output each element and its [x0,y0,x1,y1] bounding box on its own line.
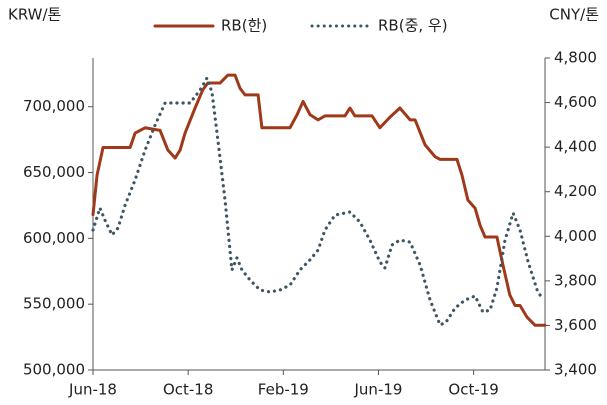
y2-tick-label: 3,800 [554,271,597,289]
y2-tick-label: 3,600 [554,316,597,334]
y-tick-label: 600,000 [23,229,85,247]
series-line [91,73,547,327]
y2-tick-label: 4,200 [554,182,597,200]
x-tick-label: Oct-18 [163,381,213,399]
x-tick-label: Oct-19 [448,381,498,399]
series-line [91,76,545,327]
x-tick-label: Feb-19 [258,381,309,399]
y2-tick-label: 4,800 [554,49,597,67]
y2-axis-label: CNY/톤 [549,6,599,24]
y-tick-label: 700,000 [23,97,85,115]
y-tick-label: 650,000 [23,163,85,181]
y-tick-label: 550,000 [23,295,85,313]
y2-tick-label: 3,400 [554,361,597,379]
legend-label: RB(중, 우) [378,17,448,35]
y2-tick-label: 4,600 [554,93,597,111]
y-tick-label: 500,000 [23,361,85,379]
x-tick-label: Jun-19 [354,381,403,399]
y2-tick-label: 4,000 [554,227,597,245]
x-tick-label: Jun-18 [68,381,117,399]
y-axis-label: KRW/톤 [8,6,61,24]
y2-tick-label: 4,400 [554,138,597,156]
legend-label: RB(한) [221,17,267,35]
